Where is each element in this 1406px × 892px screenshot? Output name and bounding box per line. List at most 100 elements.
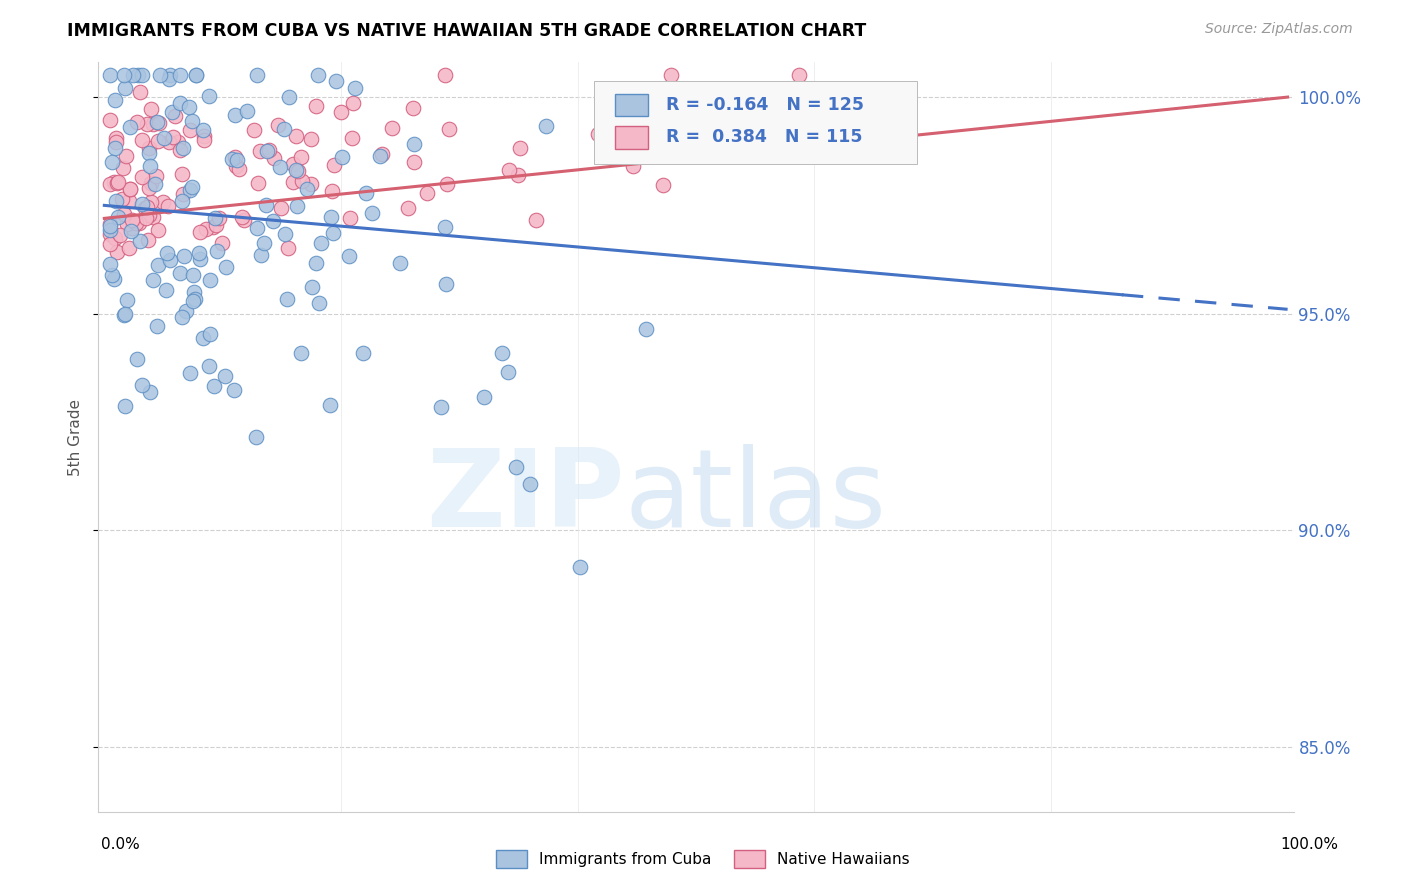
Point xyxy=(127,69,149,83)
Point xyxy=(165,109,187,123)
Point xyxy=(138,233,160,247)
Point xyxy=(305,99,328,113)
Point xyxy=(243,123,266,137)
Point xyxy=(524,213,547,227)
Point xyxy=(198,273,221,287)
Point xyxy=(169,69,191,83)
Point xyxy=(186,69,208,83)
Point xyxy=(152,194,174,209)
Point xyxy=(269,161,291,175)
Point xyxy=(278,90,301,104)
Point xyxy=(297,182,319,196)
Point xyxy=(101,268,124,282)
Point xyxy=(128,216,150,230)
Point xyxy=(166,136,188,150)
Point xyxy=(121,69,143,83)
Point xyxy=(155,283,177,297)
Point xyxy=(118,182,141,196)
Point xyxy=(659,69,682,83)
Point xyxy=(179,122,201,136)
Point xyxy=(498,162,520,177)
Point xyxy=(215,260,238,274)
Point xyxy=(184,69,207,83)
Point xyxy=(231,210,253,224)
Point xyxy=(114,81,136,95)
Point xyxy=(183,285,205,300)
Point xyxy=(169,266,191,280)
Point xyxy=(655,112,678,126)
Point xyxy=(389,256,412,270)
Point xyxy=(205,218,228,232)
Point xyxy=(396,201,419,215)
Point xyxy=(436,178,458,192)
Point xyxy=(142,211,165,225)
Point xyxy=(254,198,277,212)
Point xyxy=(194,222,217,236)
Point xyxy=(129,86,152,100)
Point xyxy=(228,161,250,176)
Point xyxy=(169,96,191,111)
Point xyxy=(146,134,169,148)
Point xyxy=(287,164,309,178)
Point xyxy=(172,187,194,202)
Point xyxy=(274,227,297,242)
Point xyxy=(162,130,184,145)
Point xyxy=(105,245,128,260)
Point xyxy=(115,217,138,231)
Point xyxy=(125,352,148,367)
Point xyxy=(98,219,121,233)
Point xyxy=(330,150,353,164)
Point xyxy=(370,148,392,162)
Point xyxy=(621,159,644,173)
Point xyxy=(290,150,312,164)
Text: Source: ZipAtlas.com: Source: ZipAtlas.com xyxy=(1205,22,1353,37)
Point xyxy=(98,112,121,127)
Point xyxy=(246,221,269,235)
Point xyxy=(139,385,162,400)
Point xyxy=(371,147,394,161)
Bar xyxy=(614,94,648,116)
Point xyxy=(149,69,172,83)
Point xyxy=(101,155,124,169)
Point xyxy=(207,244,229,258)
Point xyxy=(105,177,128,191)
Point xyxy=(214,368,236,383)
Point xyxy=(319,210,342,224)
Point xyxy=(496,364,519,378)
Point xyxy=(173,249,195,263)
Point xyxy=(148,116,170,130)
Point xyxy=(145,115,167,129)
Point xyxy=(172,141,194,155)
Point xyxy=(145,169,167,184)
Point xyxy=(187,246,209,260)
Point xyxy=(177,101,200,115)
Point xyxy=(107,175,129,189)
Point xyxy=(342,96,364,111)
Point xyxy=(139,102,162,116)
Point xyxy=(127,115,149,129)
Point xyxy=(135,201,157,215)
Point xyxy=(224,384,246,398)
Point xyxy=(104,231,127,245)
Point xyxy=(143,177,166,191)
Point xyxy=(141,195,163,210)
Point xyxy=(247,177,270,191)
Point xyxy=(325,74,347,88)
Point xyxy=(188,225,211,239)
Point xyxy=(142,117,165,131)
Text: atlas: atlas xyxy=(624,444,886,550)
Point xyxy=(415,186,437,200)
Point xyxy=(121,221,143,235)
Point xyxy=(319,398,342,412)
Point xyxy=(245,429,267,443)
Point xyxy=(381,120,404,135)
Point xyxy=(139,159,162,173)
Point xyxy=(131,170,153,185)
Point xyxy=(103,175,125,189)
Point xyxy=(225,159,247,173)
Point xyxy=(118,120,141,135)
Point xyxy=(98,237,121,252)
Point xyxy=(202,379,225,393)
Point xyxy=(120,182,142,196)
Point xyxy=(285,199,308,213)
